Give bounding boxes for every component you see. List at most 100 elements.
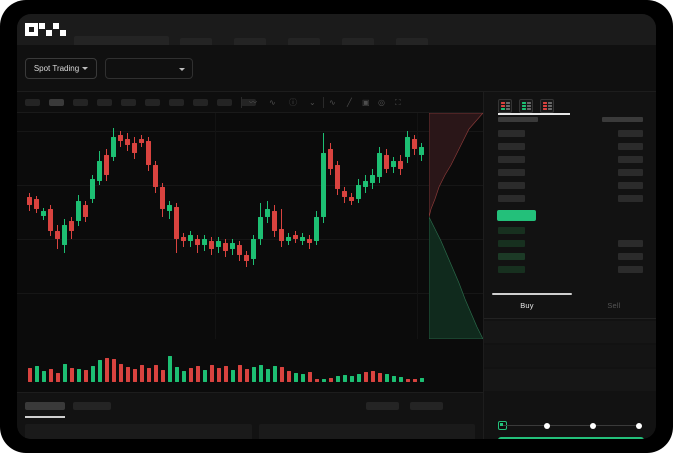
volume-bar — [328, 378, 333, 382]
nav-link-5[interactable] — [396, 38, 428, 47]
candle-body — [342, 191, 347, 197]
orders-tab-history[interactable] — [73, 402, 111, 410]
measure-icon[interactable]: ╱ — [347, 98, 352, 107]
interval-option-2-active[interactable] — [49, 99, 64, 106]
device-screen: Spot Trading — [17, 14, 656, 439]
candle-body — [405, 137, 410, 157]
candlestick-chart[interactable] — [17, 113, 483, 339]
ask-row-price[interactable] — [498, 143, 525, 150]
nav-link-1[interactable] — [180, 38, 212, 47]
ask-row-price[interactable] — [498, 130, 525, 137]
orders-tab-open[interactable] — [25, 402, 65, 410]
amount-percentage-stepper[interactable] — [498, 421, 644, 430]
candle-body — [118, 135, 123, 141]
stepper-knob-4[interactable] — [636, 422, 642, 429]
volume-bar — [391, 376, 396, 382]
indicator-icon[interactable]: 〰 — [249, 98, 257, 107]
ask-row-price[interactable] — [498, 182, 525, 189]
order-field-1[interactable] — [484, 321, 656, 343]
market-type-selector[interactable]: Spot Trading — [25, 58, 97, 79]
interval-option-8[interactable] — [193, 99, 208, 106]
stepper-knob-3[interactable] — [590, 422, 596, 429]
order-book[interactable] — [484, 117, 656, 295]
nav-link-3[interactable] — [288, 38, 320, 47]
ask-row-size[interactable] — [618, 143, 643, 150]
volume-bar — [314, 379, 319, 382]
order-book-scrollbar[interactable] — [492, 293, 572, 295]
okx-logo[interactable] — [25, 23, 66, 36]
bid-row-price[interactable] — [498, 266, 525, 273]
candle-body — [125, 139, 130, 145]
volume-bar — [69, 368, 74, 382]
ask-row-price[interactable] — [498, 195, 525, 202]
interval-option-4[interactable] — [97, 99, 112, 106]
view-mode-asks-icon[interactable] — [540, 99, 554, 113]
volume-bar — [342, 375, 347, 382]
candle-body — [293, 235, 298, 239]
volume-bar — [55, 373, 60, 382]
fullscreen-icon[interactable]: ⛶ — [395, 98, 401, 107]
compare-icon[interactable]: ∿ — [269, 98, 276, 107]
volume-bar — [62, 364, 67, 382]
bid-row-price[interactable] — [498, 240, 525, 247]
interval-option-7[interactable] — [169, 99, 184, 106]
candle-body — [363, 181, 368, 187]
orders-action-2[interactable] — [410, 402, 443, 410]
volume-bar — [286, 371, 291, 382]
orders-action-1[interactable] — [366, 402, 399, 410]
line-chart-icon[interactable]: ∿ — [329, 98, 336, 107]
bid-row-price[interactable] — [498, 227, 525, 234]
orders-card-2[interactable] — [259, 424, 475, 439]
grid-line-vertical — [417, 113, 418, 339]
logo-glyph-x — [53, 23, 66, 36]
ask-row-price[interactable] — [498, 156, 525, 163]
ask-row-size[interactable] — [618, 130, 643, 137]
trading-pair-selector[interactable] — [105, 58, 193, 79]
camera-icon[interactable]: ▣ — [362, 98, 370, 107]
order-book-view-modes — [498, 99, 554, 113]
bid-row-size[interactable] — [618, 240, 643, 247]
candle-body — [370, 175, 375, 183]
logo-glyph-o — [25, 23, 38, 36]
stepper-knob-2[interactable] — [544, 422, 550, 429]
settings-icon[interactable]: ◎ — [378, 98, 385, 107]
volume-bar — [384, 374, 389, 382]
bid-row-price[interactable] — [498, 253, 525, 260]
ask-row-size[interactable] — [618, 169, 643, 176]
ask-row-price[interactable] — [498, 169, 525, 176]
volume-bar — [146, 368, 151, 382]
volume-bar — [104, 358, 109, 382]
candle-body — [132, 143, 137, 153]
interval-option-5[interactable] — [121, 99, 136, 106]
tab-sell[interactable]: Sell — [607, 301, 621, 310]
order-field-2[interactable] — [484, 345, 656, 367]
interval-option-6[interactable] — [145, 99, 160, 106]
order-field-3[interactable] — [484, 369, 656, 391]
view-mode-both-icon[interactable] — [498, 99, 512, 113]
grid-line-vertical — [215, 113, 216, 339]
view-mode-bids-icon[interactable] — [519, 99, 533, 113]
interval-option-1[interactable] — [25, 99, 40, 106]
tab-buy[interactable]: Buy — [520, 301, 534, 310]
interval-option-10[interactable] — [241, 99, 256, 106]
interval-option-3[interactable] — [73, 99, 88, 106]
candle-body — [174, 207, 179, 239]
ask-row-size[interactable] — [618, 156, 643, 163]
alert-icon[interactable]: ⓘ — [289, 98, 297, 107]
interval-option-9[interactable] — [217, 99, 232, 106]
nav-link-2[interactable] — [234, 38, 266, 47]
bid-row-size[interactable] — [618, 253, 643, 260]
volume-bar — [321, 379, 326, 382]
candle-body — [216, 241, 221, 247]
interval-selector-group — [25, 99, 256, 106]
candle-body — [321, 153, 326, 217]
nav-link-4[interactable] — [342, 38, 374, 47]
volume-bar — [188, 368, 193, 382]
ask-row-size[interactable] — [618, 182, 643, 189]
bid-row-size[interactable] — [618, 266, 643, 273]
submit-order-button[interactable] — [498, 437, 644, 439]
orders-card-1[interactable] — [25, 424, 252, 439]
ask-row-size[interactable] — [618, 195, 643, 202]
chevron-down-icon[interactable]: ⌄ — [309, 98, 316, 107]
candle-body — [62, 225, 67, 245]
